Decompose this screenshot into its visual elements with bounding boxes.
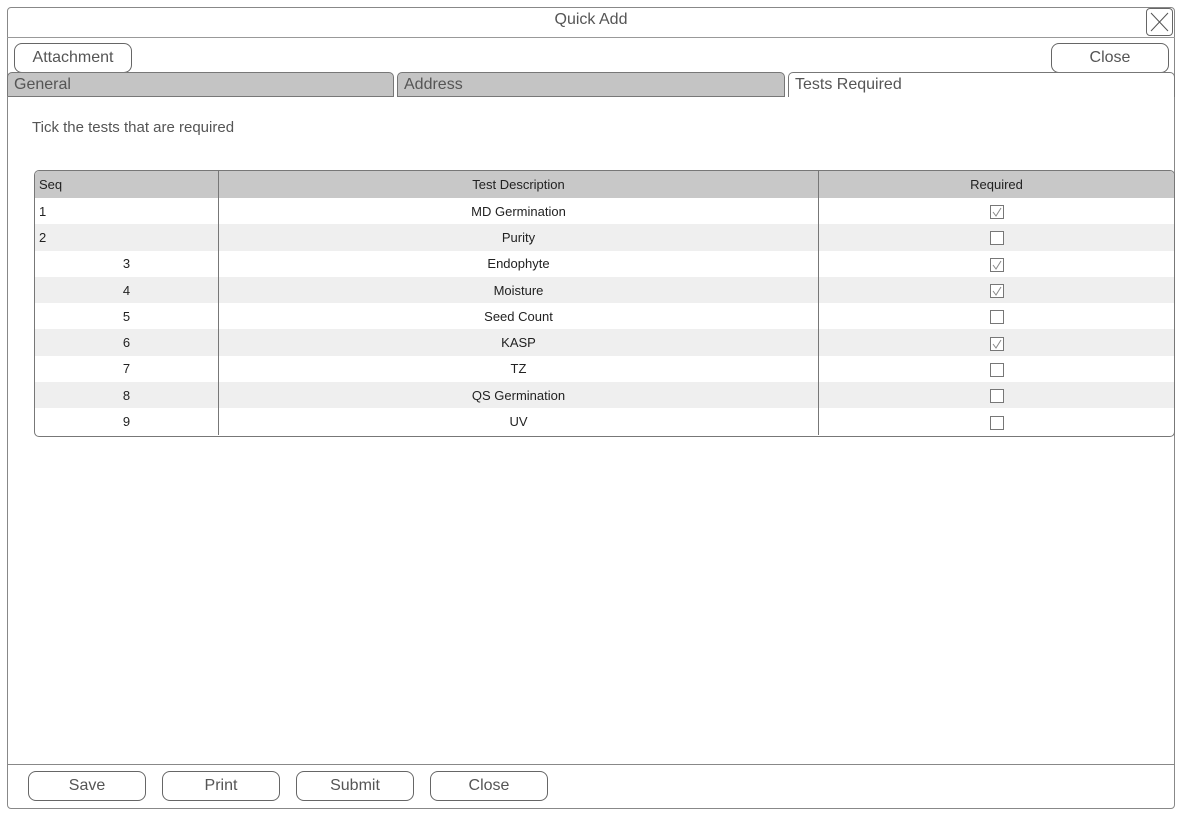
seq-cell: 9: [35, 408, 219, 435]
test-description-cell: TZ: [219, 355, 819, 383]
header-test-description: Test Description: [219, 171, 819, 198]
table-row: 2 Purity: [35, 224, 1174, 251]
table-row: 1 MD Germination: [35, 198, 1174, 225]
test-description-cell: KASP: [219, 329, 819, 356]
header-seq: Seq: [35, 171, 219, 198]
tests-table: Seq Test Description Required 1 MD Germi…: [34, 170, 1175, 437]
required-cell: [819, 303, 1174, 329]
close-button[interactable]: Close: [430, 771, 548, 801]
window-title: Quick Add: [554, 11, 628, 28]
seq-cell: 7: [35, 355, 219, 383]
test-description-cell: UV: [219, 408, 819, 435]
tab-tests-required[interactable]: Tests Required: [788, 72, 1175, 97]
seq-cell: 5: [35, 303, 219, 330]
print-button[interactable]: Print: [162, 771, 280, 801]
required-checkbox[interactable]: [989, 310, 1004, 325]
required-cell: [819, 329, 1174, 355]
header-required: Required: [970, 177, 1023, 192]
required-cell: [819, 408, 1174, 434]
required-cell: [819, 251, 1174, 277]
close-icon: [1150, 12, 1169, 32]
required-cell: [819, 382, 1174, 408]
table-header: Seq Test Description Required: [35, 171, 1174, 198]
seq-cell: 8: [35, 382, 219, 409]
submit-button[interactable]: Submit: [296, 771, 414, 801]
test-description-cell: Seed Count: [219, 303, 819, 330]
required-checkbox[interactable]: [989, 257, 1004, 272]
seq-cell: 1: [35, 198, 219, 225]
close-top-button[interactable]: Close: [1051, 43, 1169, 73]
test-description-cell: QS Germination: [219, 382, 819, 409]
seq-cell: 6: [35, 329, 219, 356]
test-description-cell: Endophyte: [219, 250, 819, 277]
checkmark-icon: [992, 286, 1001, 296]
required-cell: [819, 224, 1174, 250]
required-checkbox[interactable]: [989, 389, 1004, 404]
seq-cell: 4: [35, 276, 219, 304]
table-row: 7 TZ: [35, 355, 1174, 383]
test-description-cell: MD Germination: [219, 198, 819, 225]
attachment-button[interactable]: Attachment: [14, 43, 132, 73]
required-cell: [819, 356, 1174, 382]
table-row: 9 UV: [35, 408, 1174, 435]
seq-cell: 3: [35, 250, 219, 277]
test-description-cell: Purity: [219, 224, 819, 251]
required-checkbox[interactable]: [989, 336, 1004, 351]
tab-general[interactable]: General: [7, 72, 394, 97]
title-bar: Quick Add: [7, 7, 1175, 38]
table-row: 5 Seed Count: [35, 303, 1174, 330]
table-row: 3 Endophyte: [35, 250, 1174, 277]
required-checkbox[interactable]: [989, 205, 1004, 220]
tab-address[interactable]: Address: [397, 72, 785, 97]
required-cell: [819, 277, 1174, 303]
required-checkbox[interactable]: [989, 231, 1004, 246]
required-checkbox[interactable]: [989, 362, 1004, 377]
table-row: 4 Moisture: [35, 276, 1174, 304]
required-checkbox[interactable]: [989, 415, 1004, 430]
checkmark-icon: [992, 207, 1001, 218]
checkmark-icon: [992, 339, 1001, 349]
table-row: 8 QS Germination: [35, 382, 1174, 409]
instruction-text: Tick the tests that are required: [32, 119, 235, 136]
required-cell: [819, 198, 1174, 224]
test-description-cell: Moisture: [219, 276, 819, 304]
window-close-button[interactable]: [1146, 8, 1173, 36]
seq-cell: 2: [35, 224, 219, 251]
table-row: 6 KASP: [35, 329, 1174, 356]
save-button[interactable]: Save: [28, 771, 146, 801]
required-checkbox[interactable]: [989, 284, 1004, 299]
checkmark-icon: [992, 260, 1001, 270]
